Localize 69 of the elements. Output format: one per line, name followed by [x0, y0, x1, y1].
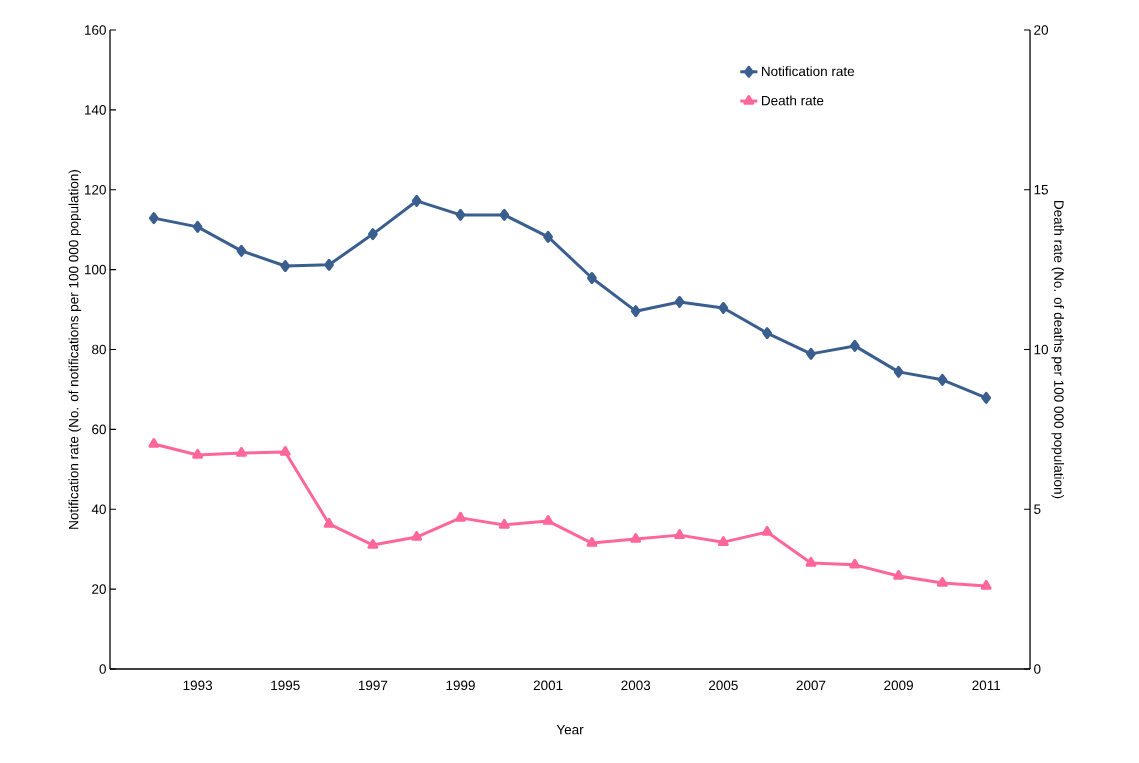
point [762, 327, 773, 340]
point [893, 365, 904, 378]
point [980, 579, 992, 590]
point [718, 301, 729, 314]
point [367, 228, 378, 241]
y-tick-label: 0 [99, 664, 106, 674]
y-tick-label: 100 [84, 264, 106, 275]
y2-tick-label: 5 [1034, 504, 1041, 514]
point [324, 258, 334, 271]
x-tick-label: 1999 [446, 680, 475, 691]
legend-label: Notification rate [761, 66, 855, 77]
x-tick-label: 2005 [709, 680, 738, 691]
point [761, 525, 773, 536]
x-axis-title: Year [556, 724, 584, 735]
point [367, 539, 379, 549]
y-axis-title: Notification rate (No. of notifications per 100 000 population) [68, 170, 82, 529]
x-tick-label: 2009 [884, 680, 913, 691]
point [805, 556, 817, 567]
x-tick-label: 1997 [358, 680, 388, 691]
point [543, 230, 553, 243]
point [849, 339, 860, 352]
point [280, 260, 291, 273]
point [411, 194, 422, 207]
point [455, 511, 466, 522]
point [236, 447, 247, 457]
point [937, 577, 948, 587]
point [630, 305, 641, 318]
point [148, 438, 160, 448]
point [981, 391, 992, 404]
point [849, 558, 861, 569]
y-tick-label: 80 [92, 344, 106, 355]
y-tick-label: 120 [84, 184, 106, 195]
point [717, 536, 729, 546]
point [498, 518, 510, 529]
x-tick-label: 2003 [621, 680, 651, 691]
y-tick-label: 60 [92, 424, 106, 435]
point [630, 532, 642, 543]
y-tick-label: 20 [92, 584, 106, 594]
x-tick-label: 2007 [796, 680, 826, 691]
point [937, 373, 948, 386]
point [236, 244, 247, 257]
point [587, 272, 597, 285]
point [148, 212, 159, 225]
point [279, 446, 291, 456]
point [586, 537, 598, 547]
y2-axis-title: Death rate (No. of deaths per 100 000 population) [1051, 201, 1065, 499]
point [542, 515, 554, 525]
point [806, 347, 816, 360]
y-tick-label: 140 [84, 105, 106, 115]
y-tick-label: 40 [91, 504, 106, 515]
legend-label: Death rate [761, 95, 824, 106]
point [192, 220, 203, 233]
y2-tick-label: 10 [1034, 344, 1049, 355]
x-tick-label: 2011 [972, 680, 1001, 691]
point [323, 517, 335, 528]
point [411, 531, 423, 541]
x-tick-label: 2001 [533, 680, 563, 691]
y-tick-label: 160 [84, 25, 106, 35]
y2-tick-label: 20 [1034, 25, 1049, 35]
point [192, 448, 204, 459]
point [674, 529, 685, 539]
point [499, 208, 510, 221]
point [455, 208, 466, 221]
y2-tick-label: 0 [1034, 664, 1041, 674]
point [893, 570, 904, 580]
x-tick-label: 1995 [271, 680, 300, 691]
y2-tick-label: 15 [1034, 185, 1048, 195]
x-tick-label: 1993 [183, 680, 213, 691]
point [674, 295, 685, 308]
